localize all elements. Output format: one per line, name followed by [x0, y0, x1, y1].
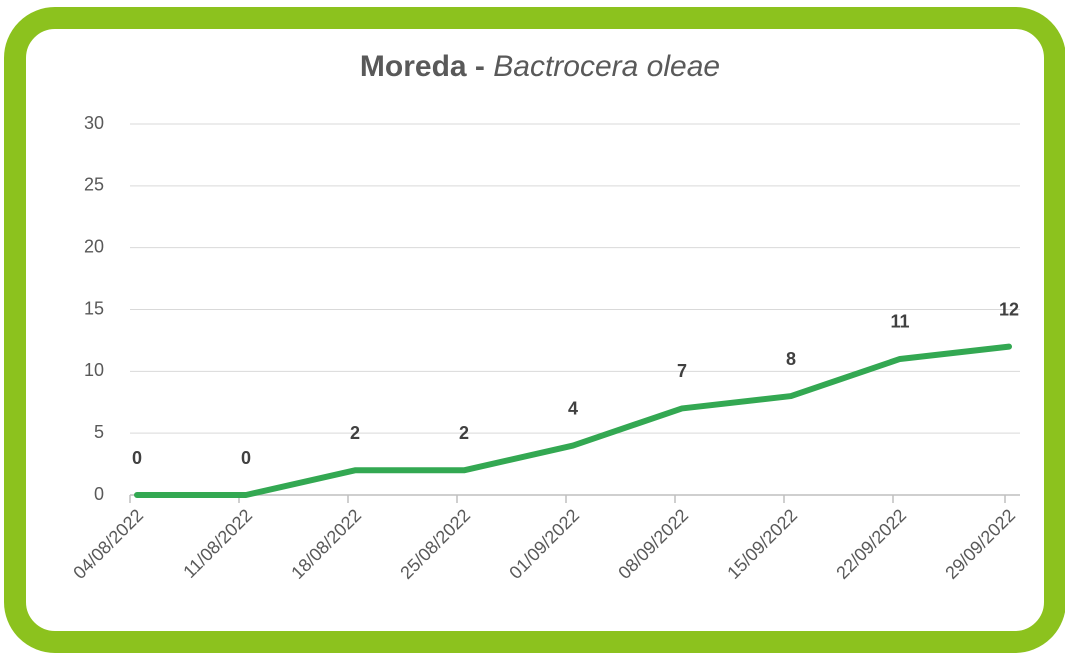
- line: [134, 343, 1012, 498]
- data-label: 11: [890, 312, 909, 332]
- data-label: 0: [132, 448, 142, 468]
- y-tick-label: 20: [84, 236, 104, 256]
- data-label: 7: [677, 361, 687, 381]
- data-label: 12: [999, 299, 1019, 319]
- y-tick-label: 25: [84, 175, 104, 195]
- data-label: 2: [459, 423, 469, 443]
- data-label: 4: [568, 398, 578, 418]
- data-label: 2: [350, 423, 360, 443]
- chart-title-group: Moreda - Bactrocera oleae: [360, 50, 720, 83]
- y-tick-label: 5: [94, 422, 104, 442]
- data-label: 8: [786, 349, 796, 369]
- y-tick-label: 10: [84, 360, 104, 380]
- y-tick-label: 0: [94, 484, 104, 504]
- chart-subtitle: Bactrocera oleae: [493, 50, 720, 83]
- y-tick-label: 15: [84, 298, 104, 318]
- y-tick-label: 30: [84, 113, 104, 133]
- chart-title: Moreda -: [360, 50, 485, 83]
- data-label: 0: [241, 448, 251, 468]
